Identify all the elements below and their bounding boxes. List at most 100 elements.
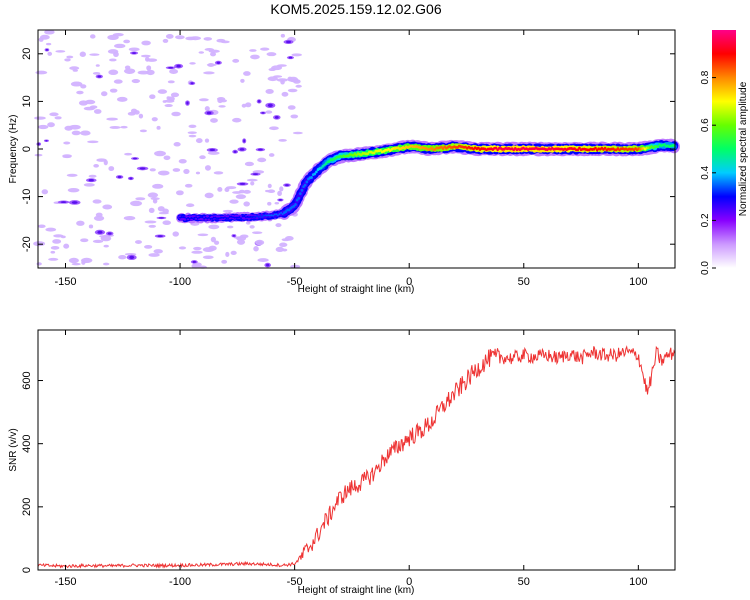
noise-blob — [275, 246, 285, 253]
noise-blob — [147, 192, 159, 198]
noise-blob — [45, 42, 52, 46]
track-point — [292, 204, 296, 208]
track-point — [441, 147, 445, 150]
noise-blob — [207, 63, 215, 67]
track-point — [209, 217, 212, 220]
track-point — [203, 217, 206, 220]
x-tick-label: 50 — [518, 276, 530, 288]
noise-blob — [279, 242, 288, 248]
noise-blob — [250, 181, 255, 186]
noise-blob — [109, 88, 118, 93]
spectrogram-y-label: Frequency (Hz) — [8, 115, 19, 184]
noise-blob — [287, 76, 293, 82]
noise-blob-core — [71, 201, 78, 204]
noise-blob — [149, 94, 156, 100]
noise-blob — [93, 109, 102, 114]
noise-blob — [218, 105, 226, 108]
noise-blob-core — [206, 111, 212, 115]
noise-blob — [274, 202, 280, 205]
noise-blob — [189, 36, 202, 41]
track-point — [232, 216, 234, 219]
noise-blob — [280, 33, 285, 38]
noise-blob — [221, 259, 228, 264]
track-point — [193, 216, 196, 219]
noise-blob — [71, 262, 81, 266]
noise-blob — [49, 112, 59, 117]
noise-blob — [184, 183, 193, 188]
noise-blob-core — [192, 260, 197, 263]
colorbar-tick-label: 0.6 — [700, 118, 711, 132]
noise-blob — [260, 47, 270, 51]
noise-blob — [47, 51, 53, 56]
noise-blob — [148, 253, 160, 257]
track-point — [227, 217, 230, 220]
track-point — [249, 215, 252, 218]
x-tick-label: -150 — [54, 576, 76, 588]
noise-blob — [80, 257, 93, 263]
noise-blob — [113, 79, 123, 84]
track-point — [372, 151, 376, 155]
noise-blob — [114, 43, 126, 49]
noise-blob — [69, 66, 80, 71]
noise-blob — [54, 116, 62, 120]
noise-blob-core — [266, 263, 270, 267]
track-point — [195, 216, 197, 219]
noise-blob — [89, 53, 100, 56]
noise-blob — [138, 113, 144, 119]
noise-blob — [80, 238, 89, 243]
snr-panel: -150 -100 -50 0 50 100 0 200 400 600 Height of s… — [8, 329, 676, 596]
track-point — [268, 214, 271, 217]
x-tick-label: -100 — [169, 576, 191, 588]
track-point — [214, 216, 217, 219]
noise-blob — [178, 246, 187, 250]
noise-blob — [95, 64, 100, 67]
noise-blob — [150, 197, 160, 201]
noise-blob — [243, 71, 251, 76]
noise-blob — [83, 183, 95, 187]
snr-frame — [37, 329, 676, 571]
noise-blob — [66, 55, 74, 59]
noise-blob — [277, 190, 282, 196]
track-point — [251, 216, 254, 219]
track-point — [280, 211, 283, 214]
noise-blob — [118, 255, 127, 260]
noise-blob — [290, 114, 299, 119]
noise-blob — [280, 79, 285, 85]
noise-blob — [267, 201, 272, 206]
noise-blob — [109, 58, 117, 62]
noise-blob — [95, 212, 103, 218]
noise-blob — [45, 227, 57, 232]
noise-blob — [116, 96, 128, 102]
track-point — [235, 216, 238, 219]
noise-blob — [157, 89, 168, 94]
snr-line — [37, 345, 676, 569]
noise-blob — [157, 206, 165, 212]
noise-blob — [44, 29, 55, 35]
track-point — [270, 214, 273, 217]
track-point — [217, 217, 220, 220]
track-point — [243, 215, 246, 218]
noise-blob-core — [258, 148, 263, 151]
noise-blob — [268, 153, 275, 157]
noise-blob — [53, 234, 64, 238]
track-point — [287, 208, 291, 212]
noise-blob — [176, 190, 184, 196]
noise-blob — [225, 251, 230, 257]
track-point — [198, 216, 201, 219]
noise-blob — [50, 250, 56, 254]
noise-blob — [295, 84, 302, 88]
noise-blob — [290, 264, 301, 269]
noise-blob-core — [117, 175, 122, 179]
track-point — [252, 215, 255, 218]
noise-blob — [163, 155, 171, 161]
noise-blob — [255, 239, 265, 246]
noise-blob-core — [239, 182, 246, 185]
noise-blob — [197, 233, 209, 237]
noise-blob — [68, 257, 79, 264]
noise-blob — [203, 37, 213, 41]
track-point — [196, 217, 199, 220]
noise-blob — [265, 189, 270, 193]
noise-blob — [157, 170, 170, 176]
track-point — [259, 214, 262, 217]
